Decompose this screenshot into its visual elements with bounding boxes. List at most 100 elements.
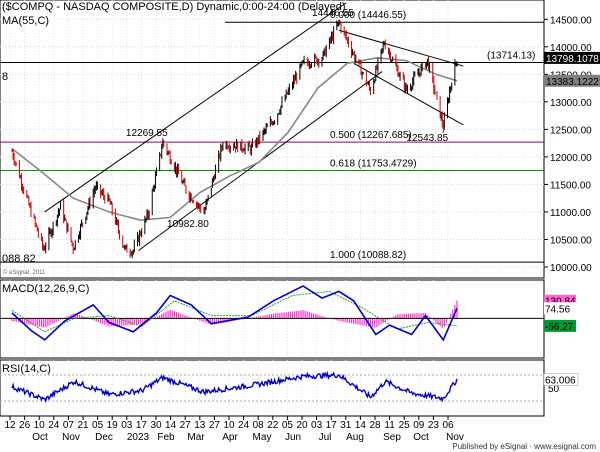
date-axis-day-label: 23 xyxy=(428,420,440,431)
price-axis-label: 14000.00 xyxy=(550,43,592,54)
ma-legend-text: MA(55,C) xyxy=(2,15,49,27)
date-axis: 12 26 10 24 07 21 05 19 03 17 30 14 27 13 27 10 24 08 22 05… xyxy=(4,416,464,443)
hline-label: (13714.13) xyxy=(487,51,535,62)
ma55-line xyxy=(11,56,458,222)
date-axis-day-label: 03 xyxy=(311,420,323,431)
price-annotations: 12269.55 10982.80 14446.55 12543.85 xyxy=(126,8,449,230)
date-axis-day-label: 25 xyxy=(399,420,411,431)
date-axis-day-label: 26 xyxy=(19,420,31,431)
price-bars xyxy=(11,19,458,259)
date-axis-day-label: 12 xyxy=(4,420,16,431)
price-axis-label: 14500.00 xyxy=(550,15,592,26)
rsi-tag-text: 63.006 xyxy=(545,376,576,387)
price-axis-label: 12500.00 xyxy=(550,125,592,136)
date-axis-day-label: 09 xyxy=(413,420,425,431)
fib-level-label: 1.000 (10088.82) xyxy=(330,250,406,261)
macd-tag-box xyxy=(544,319,576,332)
date-axis-month-label: Mar xyxy=(187,432,205,443)
date-axis-day-label: 05 xyxy=(282,420,294,431)
date-axis-month-label: May xyxy=(253,432,272,443)
date-axis-day-label: 28 xyxy=(369,420,381,431)
date-axis-day-label: 27 xyxy=(209,420,221,431)
date-axis-month-label: Oct xyxy=(413,432,429,443)
footer-credit: Published by eSignal · www.esignal.com xyxy=(452,442,596,451)
rsi-panel-frame xyxy=(0,359,545,417)
rsi-value-tags: 63.006 xyxy=(543,373,579,387)
rsi-axis-label: 50 xyxy=(548,384,560,395)
value-tag-box xyxy=(544,74,600,87)
rsi-tag-box xyxy=(543,373,579,386)
macd-tag-text: -56.27 xyxy=(545,322,574,333)
esignal-watermark: © eSignal, 2011 xyxy=(3,269,46,276)
date-axis-day-label: 17 xyxy=(136,420,148,431)
trendline-falling-upper xyxy=(338,29,464,67)
rsi-line xyxy=(11,370,458,404)
date-axis-day-label: 08 xyxy=(253,420,265,431)
date-axis-day-label: 14 xyxy=(165,420,177,431)
date-axis-month-label: Nov xyxy=(446,432,464,443)
date-axis-day-label: 19 xyxy=(107,420,119,431)
macd-tag-text: 74.56 xyxy=(545,304,570,315)
date-axis-day-label: 21 xyxy=(77,420,89,431)
date-axis-day-label: 31 xyxy=(340,420,352,431)
rsi-reference-lines: 50 xyxy=(0,374,560,402)
left-edge-label-bottom: 088.82 xyxy=(2,253,36,265)
rsi-label: RSI(14,C) xyxy=(2,363,51,375)
date-axis-month-label: Oct xyxy=(32,432,48,443)
date-axis-day-label: 17 xyxy=(326,420,338,431)
value-tag-text: 13798.1078 xyxy=(546,54,599,65)
date-axis-day-label: 05 xyxy=(92,420,104,431)
fib-level-label: 0.500 (12267.685) xyxy=(330,130,412,141)
price-vertical-grid xyxy=(9,0,449,278)
macd-panel-frame xyxy=(0,279,545,359)
value-tag-box xyxy=(544,51,600,64)
date-axis-month-label: Aug xyxy=(346,432,364,443)
date-axis-day-label: 24 xyxy=(48,420,60,431)
price-axis-label: 10500.00 xyxy=(550,235,592,246)
trendline-channel-upper xyxy=(44,2,347,213)
last-value-tags: 13798.1078 13383.1222 xyxy=(544,51,600,88)
rsi-panel: 50 63.006 RSI(14,C) xyxy=(0,359,579,417)
date-axis-day-label: 06 xyxy=(442,420,454,431)
date-axis-day-label: 03 xyxy=(121,420,133,431)
date-axis-day-label: 07 xyxy=(63,420,75,431)
macd-label: MACD(12,26,9,C) xyxy=(2,283,89,295)
date-axis-day-label: 24 xyxy=(238,420,250,431)
date-axis-month-label: Jul xyxy=(319,432,332,443)
ma-legend: MA(55,C) xyxy=(1,14,55,27)
chart-title: ($COMPQ - NASDAQ COMPOSITE,D) Dynamic,0:… xyxy=(2,1,346,13)
date-axis-month-label: Feb xyxy=(157,432,175,443)
date-axis-month-label: 2023 xyxy=(127,432,150,443)
date-axis-month-label: Nov xyxy=(62,432,80,443)
date-axis-month-label: Dec xyxy=(95,432,113,443)
price-panel: 0.000 (14446.55) 0.500 (12267.685) 0.618 (… xyxy=(0,0,600,279)
date-axis-month-label: Jun xyxy=(285,432,301,443)
date-axis-month-label: Sep xyxy=(383,432,401,443)
macd-line xyxy=(11,285,458,342)
macd-tag-text: 130.84 xyxy=(545,297,576,308)
price-annotation: 14446.55 xyxy=(312,8,354,19)
rsi-vertical-grid xyxy=(9,360,449,416)
price-axis-label: 13000.00 xyxy=(550,98,592,109)
date-axis-day-label: 13 xyxy=(194,420,206,431)
price-panel-frame xyxy=(0,0,545,279)
trendline-falling-lower xyxy=(353,62,464,126)
price-axis-label: 11500.00 xyxy=(550,180,591,191)
date-axis-day-label: 27 xyxy=(180,420,192,431)
fibonacci-levels: 0.000 (14446.55) 0.500 (12267.685) 0.618 (… xyxy=(0,10,544,263)
fib-level-label: 0.618 (11753.4729) xyxy=(330,158,417,169)
macd-histogram xyxy=(11,300,458,329)
fib-level-label: 0.000 (14446.55) xyxy=(330,10,406,21)
price-annotation: 12269.55 xyxy=(126,128,168,139)
value-tag-text: 13383.1222 xyxy=(546,77,599,88)
price-annotation: 12543.85 xyxy=(406,133,448,144)
date-axis-day-label: 22 xyxy=(267,420,279,431)
price-grid xyxy=(0,18,544,268)
date-axis-day-label: 10 xyxy=(34,420,46,431)
date-axis-day-label: 10 xyxy=(223,420,235,431)
date-axis-day-label: 14 xyxy=(355,420,367,431)
date-axis-day-label: 11 xyxy=(384,420,395,431)
price-axis-label: 12000.00 xyxy=(550,153,592,164)
